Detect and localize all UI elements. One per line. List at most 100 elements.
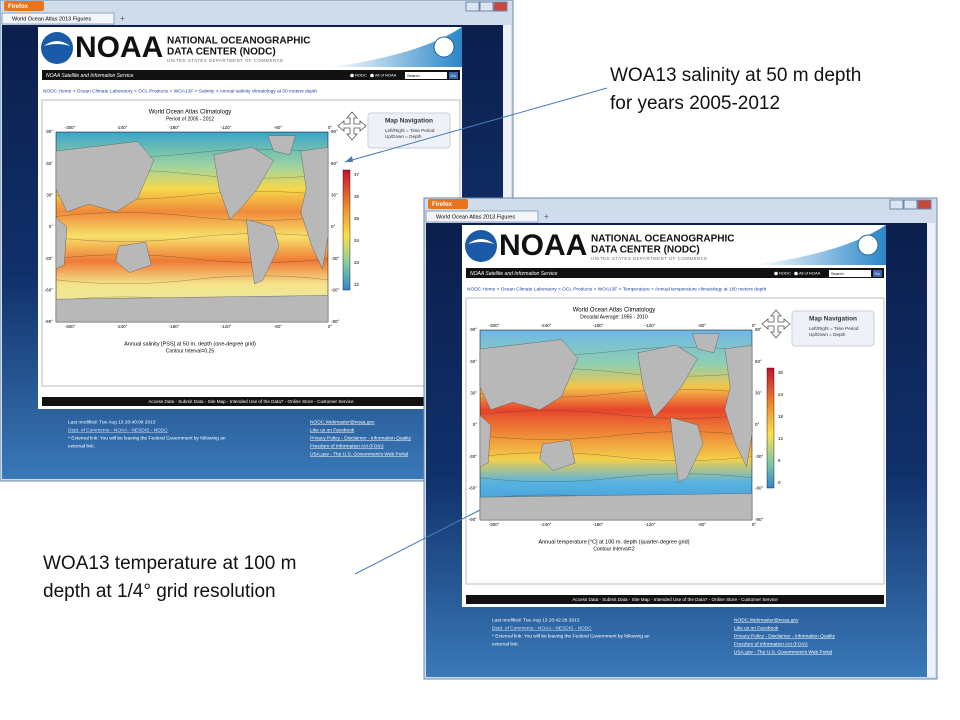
colorbar-label: 18 [778,414,784,419]
browser-window: Firefox World Ocean Atlas 2013 Figures + NO… [423,197,938,680]
window-control [493,1,508,12]
scope: NODC [355,73,367,78]
lat-label: 30° [470,391,477,396]
lat-label: -30° [755,454,764,459]
breadcrumb: NODC Home > Ocean Climate Laboratory > O… [467,286,767,292]
land [55,141,155,213]
lat-label: 90° [755,327,762,332]
tab [425,210,539,223]
noaa-logo [41,32,73,64]
window-control [889,199,904,210]
map-subtitle: Decadal Average: 1955 - 2010 [580,314,648,320]
lon-label: -180° [593,323,604,328]
colorbar-label: 32 [354,282,360,287]
land [300,146,329,270]
land [637,344,698,418]
map-nav-title: Map Navigation [809,316,857,323]
colorbar-label: 34 [354,238,360,243]
land [670,417,704,483]
tab-title: World Ocean Atlas 2013 Figures [436,214,515,220]
land [691,333,720,354]
lat-label: 90° [331,129,338,134]
logo-text: NOAA [75,31,163,64]
lat-label: 30° [331,193,338,198]
window-control [479,1,494,12]
map-nav-line: Left/Right = Time Period [385,128,435,133]
footer-right: Privacy Policy - Disclaimer - Informatio… [310,435,412,441]
lat-label: -90° [45,319,54,324]
map-title: World Ocean Atlas Climatology [149,110,232,116]
org-dept: UNITED STATES DEPARTMENT OF COMMERCE [167,58,284,63]
lat-label: -30° [331,256,340,261]
go-button[interactable] [873,270,882,277]
callout-text: WOA13 temperature at 100 m [43,553,296,574]
colorbar-label: 33 [354,260,360,265]
radio [350,73,354,78]
tab-title: World Ocean Atlas 2013 Figures [12,16,91,22]
land [246,219,280,285]
lat-label: 90° [470,327,477,332]
callout-arrowhead [345,156,353,162]
window-control [465,1,480,12]
contour [55,212,329,221]
callout-line [354,509,481,575]
footer-left: * External link: You will be leaving the… [492,633,650,639]
lon-label: -240° [117,125,128,130]
land [724,344,753,468]
noaa-logo-bird [468,239,494,244]
footer-right: NODC.Webmaster@noaa.gov [734,617,799,623]
land [479,493,753,521]
footer-right: Freedom of Information Act (FOIA) [310,443,384,449]
contour [479,452,753,461]
search-placeholder: Search [831,271,844,276]
map-nav-line: Up/Down = Depth [809,332,846,337]
land [213,146,274,220]
lat-label: 30° [755,391,762,396]
nav-title: NOAA Satellite and Information Service [470,271,558,277]
footer-right: USA.gov - The U.S. Government's Web Port… [734,649,832,655]
map-nav-line: Up/Down = Depth [385,134,422,139]
lon-label: -300° [489,323,500,328]
nav-arrows[interactable] [337,111,367,141]
lat-label: -30° [469,454,478,459]
lat-label: 0° [49,224,54,229]
map-caption: Annual salinity [PSS] at 50 m. depth (on… [124,341,256,347]
land [115,241,152,273]
land [479,415,492,468]
nav-arrows[interactable] [761,309,791,339]
map-contour: Contour Interval=0.25 [166,348,214,354]
lon-label: 0° [328,125,333,130]
footer-right: Privacy Policy - Disclaimer - Informatio… [734,633,836,639]
callout-text: WOA13 salinity at 50 m depth [610,65,861,86]
search-box[interactable] [405,72,447,79]
land [55,217,68,270]
colorbar-label: 6 [778,458,781,463]
browser-window: Firefox World Ocean Atlas 2013 Figures + NO… [0,0,514,482]
lon-label: -60° [274,125,283,130]
radio [774,271,778,276]
lat-label: 60° [46,161,53,166]
colorbar-label: 30 [778,370,784,375]
org-name: DATA CENTER (NODC) [591,245,700,256]
breadcrumb: NODC Home > Ocean Climate Laboratory > O… [43,88,317,94]
scrollbar [927,223,935,677]
map-subtitle: Period of 2005 - 2012 [166,116,214,122]
scope: All of NOAA [375,73,397,78]
lat-label: 60° [331,161,338,166]
radio [370,73,374,78]
footer-left: Dept. of Commerce - NOAA - NESDIS - NODC [492,625,592,631]
lat-label: -60° [45,288,54,293]
new-tab: + [120,14,125,23]
lat-label: -90° [331,319,340,324]
footer-left: * External link: You will be leaving the… [68,435,226,441]
header-swoosh [330,27,462,67]
lon-label: -180° [169,324,180,329]
tab [1,12,115,25]
footer-right: Like us on Facebook [310,427,355,433]
colorbar [342,169,351,291]
go-button[interactable] [449,72,458,79]
search-box[interactable] [829,270,871,277]
noaa-seal [857,234,879,256]
footer-links: Access Data - Submit Data - Site Map - I… [572,597,778,602]
